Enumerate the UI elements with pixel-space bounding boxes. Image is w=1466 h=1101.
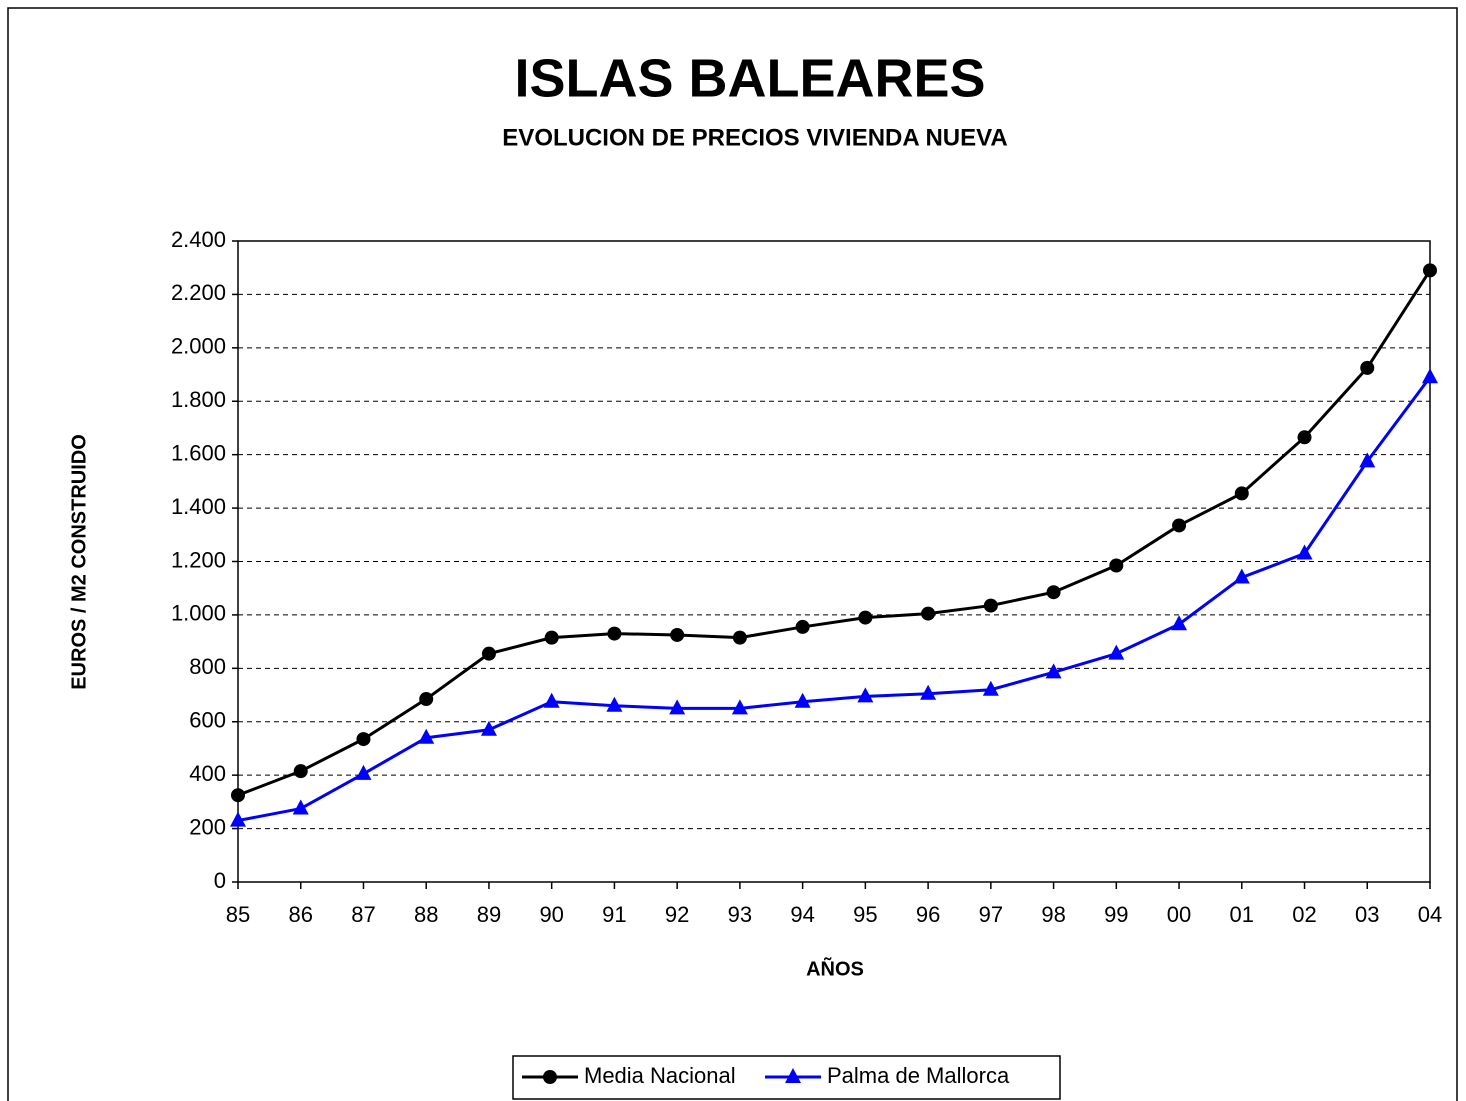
data-point [1297, 430, 1312, 445]
x-tick-label: 98 [1041, 902, 1065, 927]
data-point [355, 764, 372, 780]
data-point [231, 788, 245, 803]
data-point [731, 699, 748, 715]
y-tick-label: 200 [189, 814, 226, 839]
x-tick-label: 87 [351, 902, 375, 927]
chart-border [7, 7, 1458, 1101]
x-tick-label: 04 [1418, 902, 1442, 927]
data-point [1234, 486, 1249, 501]
data-point [1423, 263, 1437, 278]
data-point [795, 619, 810, 634]
x-tick-label: 97 [979, 902, 1003, 927]
data-point [606, 696, 623, 712]
x-tick-label: 94 [790, 902, 814, 927]
data-point [1109, 558, 1124, 573]
legend-marker [785, 1068, 801, 1083]
y-tick-label: 600 [189, 708, 226, 733]
data-point [418, 728, 435, 744]
y-tick-label: 1.200 [171, 547, 226, 572]
data-point [1045, 663, 1062, 679]
data-point [543, 692, 560, 708]
data-point [1108, 644, 1125, 660]
data-point [419, 692, 434, 707]
data-point [1171, 615, 1188, 631]
y-tick-label: 1.600 [171, 440, 226, 465]
legend-marker [543, 1070, 557, 1084]
x-tick-label: 89 [477, 902, 501, 927]
y-tick-label: 2.000 [171, 334, 226, 359]
data-point [732, 630, 747, 645]
x-tick-label: 03 [1355, 902, 1379, 927]
y-tick-label: 2.200 [171, 280, 226, 305]
x-tick-label: 01 [1230, 902, 1254, 927]
legend-label: Media Nacional [584, 1063, 736, 1088]
data-point [481, 646, 496, 661]
y-axis-label: EUROS / M2 CONSTRUIDO [68, 434, 90, 690]
x-tick-label: 92 [665, 902, 689, 927]
data-point [1359, 452, 1376, 468]
data-point [607, 626, 622, 641]
x-tick-label: 02 [1292, 902, 1316, 927]
data-point [292, 799, 309, 815]
data-point [920, 684, 937, 700]
series-line [237, 376, 1432, 823]
data-point [857, 687, 874, 703]
x-tick-label: 95 [853, 902, 877, 927]
x-tick-label: 88 [414, 902, 438, 927]
chart-subtitle: EVOLUCION DE PRECIOS VIVIENDA NUEVA [502, 124, 1007, 151]
data-point [858, 610, 873, 625]
x-tick-label: 85 [226, 902, 250, 927]
y-tick-label: 0 [214, 868, 226, 893]
data-point [480, 720, 497, 736]
data-point [1296, 544, 1313, 560]
x-tick-label: 93 [728, 902, 752, 927]
data-point [921, 606, 936, 621]
y-tick-label: 1.400 [171, 494, 226, 519]
x-axis-label: AÑOS [806, 957, 864, 980]
data-point [1172, 518, 1187, 533]
y-tick-label: 1.800 [171, 387, 226, 412]
x-tick-label: 00 [1167, 902, 1191, 927]
data-point [670, 627, 685, 642]
data-point [293, 764, 308, 779]
x-tick-label: 99 [1104, 902, 1128, 927]
data-point [230, 811, 246, 827]
data-point [1046, 585, 1061, 600]
data-point [794, 692, 811, 708]
x-tick-label: 90 [539, 902, 563, 927]
data-point [669, 699, 686, 715]
data-point [1233, 568, 1250, 584]
data-point [983, 598, 998, 613]
data-point [356, 732, 371, 747]
y-tick-label: 400 [189, 761, 226, 786]
y-tick-label: 2.400 [171, 227, 226, 252]
data-point [1360, 360, 1375, 375]
series-line [237, 269, 1432, 797]
data-point [1422, 368, 1438, 384]
x-tick-label: 96 [916, 902, 940, 927]
data-point [544, 630, 559, 645]
y-tick-label: 800 [189, 654, 226, 679]
x-tick-label: 86 [288, 902, 312, 927]
y-tick-label: 1.000 [171, 601, 226, 626]
chart-title: ISLAS BALEARES [514, 48, 985, 108]
x-tick-label: 91 [602, 902, 626, 927]
data-point [982, 680, 999, 696]
legend-label: Palma de Mallorca [827, 1063, 1010, 1088]
